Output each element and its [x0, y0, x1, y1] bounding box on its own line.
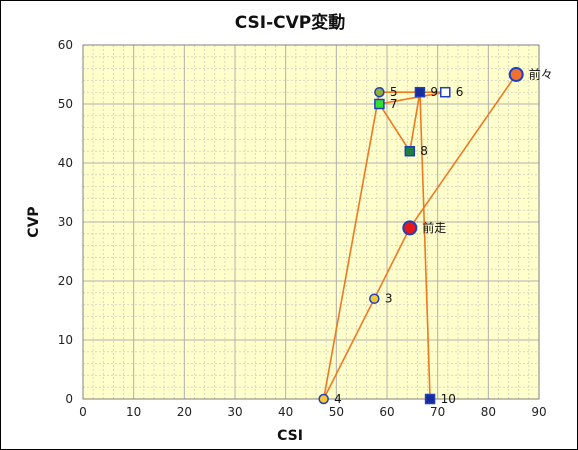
data-point: [369, 293, 380, 304]
chart-title: CSI-CVP変動: [235, 12, 346, 33]
x-axis-title: CSI: [277, 428, 303, 444]
data-point: [424, 393, 436, 405]
data-label: 5: [390, 85, 398, 99]
x-tick-label: 90: [531, 405, 546, 419]
data-label: 前走: [422, 220, 446, 235]
plot-border: [82, 44, 540, 400]
data-label: 8: [420, 144, 428, 158]
data-label: 前々: [529, 67, 553, 82]
x-tick-label: 40: [278, 405, 293, 419]
y-axis-title: CVP: [26, 206, 42, 237]
x-tick-label: 60: [379, 405, 394, 419]
connecting-lines: [322, 74, 517, 400]
data-label: 6: [456, 85, 464, 99]
tick-labels: 0 10 20 30 40 50 60 70 80 90 0 10 20 30 40 50 60: [58, 38, 547, 419]
data-label: 10: [441, 392, 456, 406]
y-tick-label: 40: [58, 156, 73, 170]
y-tick-label: 20: [58, 274, 73, 288]
x-tick-label: 30: [227, 405, 242, 419]
x-tick-label: 0: [79, 405, 87, 419]
series-line-segment: [322, 298, 376, 400]
data-point: [374, 86, 385, 98]
series-line-segment: [322, 92, 381, 400]
data-label: 3: [385, 292, 393, 306]
y-tick-label: 10: [58, 333, 73, 347]
x-tick-label: 80: [481, 405, 496, 419]
x-tick-label: 70: [430, 405, 445, 419]
series-line-segment: [409, 74, 517, 229]
series-line-segment: [409, 92, 421, 152]
data-point: [508, 67, 524, 82]
x-tick-label: 20: [177, 405, 192, 419]
data-point: [374, 98, 385, 110]
x-tick-label: 10: [126, 405, 141, 419]
series-line-segment: [379, 91, 446, 105]
data-point: [414, 86, 426, 98]
data-point: [402, 220, 418, 236]
data-point: [440, 86, 451, 98]
series-line-segment: [373, 227, 411, 300]
series-line-segment: [378, 103, 411, 152]
series-line-segment: [419, 92, 431, 400]
data-label: 9: [430, 85, 438, 99]
y-tick-label: 50: [58, 97, 73, 111]
x-tick-label: 50: [329, 405, 344, 419]
y-tick-label: 30: [58, 215, 73, 229]
grid: [82, 44, 540, 400]
y-tick-label: 60: [58, 38, 73, 52]
data-point: [318, 393, 329, 405]
data-label: 4: [334, 392, 342, 406]
y-tick-label: 0: [65, 392, 73, 406]
data-label: 7: [390, 97, 398, 111]
data-point: [404, 145, 416, 157]
